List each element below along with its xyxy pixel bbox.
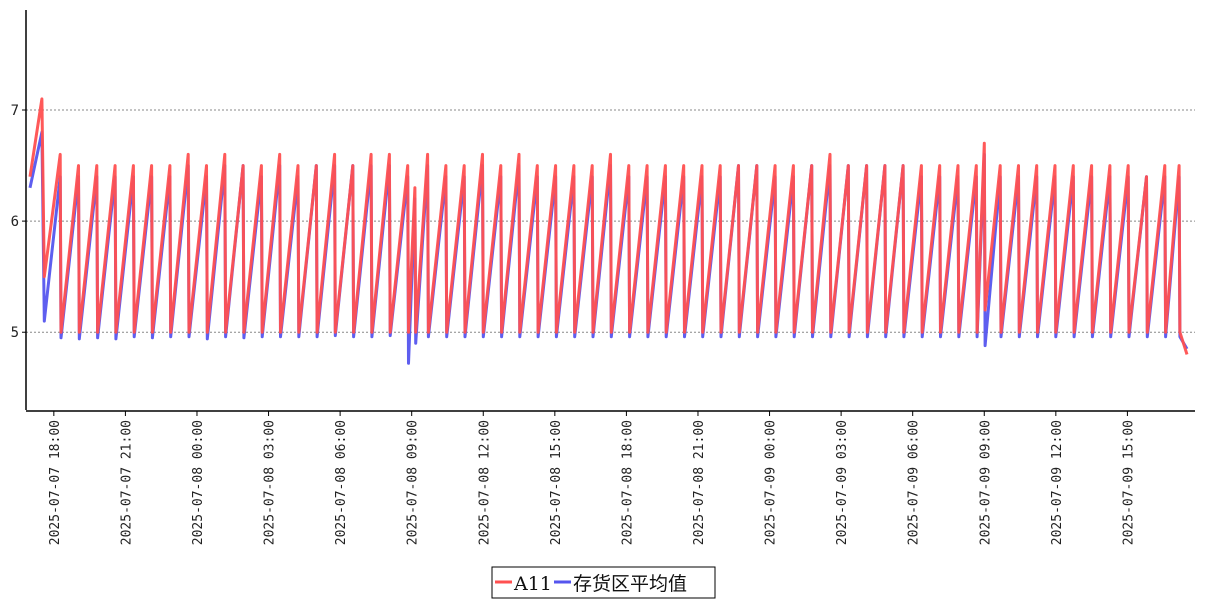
x-tick-label: 2025-07-08 15:00: [549, 420, 564, 545]
x-tick-labels: 2025-07-07 18:00 2025-07-07 21:00 2025-07-…: [48, 411, 1136, 545]
x-tick-label: 2025-07-09 03:00: [835, 420, 850, 545]
x-tick-label: 2025-07-08 18:00: [620, 420, 635, 545]
x-tick-label: 2025-07-08 09:00: [406, 420, 421, 545]
legend-box: [491, 566, 716, 599]
x-tick-label: 2025-07-08 03:00: [263, 420, 278, 545]
x-tick-label: 2025-07-07 21:00: [119, 420, 134, 545]
x-tick-label: 2025-07-08 00:00: [191, 420, 206, 545]
series-layer: [28, 97, 1189, 365]
legend-label-0: A11: [513, 573, 552, 595]
x-tick-label: 2025-07-08 12:00: [477, 420, 492, 545]
x-tick-label: 2025-07-09 09:00: [978, 420, 993, 545]
y-tick-label: 6: [11, 214, 19, 230]
x-tick-label: 2025-07-08 06:00: [334, 420, 349, 545]
y-tick-label: 7: [11, 103, 19, 119]
y-tick-labels: 5 6 7: [11, 103, 19, 341]
x-tick-label: 2025-07-09 12:00: [1050, 420, 1065, 545]
x-tick-label: 2025-07-07 18:00: [48, 420, 63, 545]
series-line-0: [28, 97, 1189, 355]
x-tick-label: 2025-07-09 06:00: [907, 420, 922, 545]
legend: A11 存货区平均值: [491, 566, 716, 599]
x-tick-label: 2025-07-09 15:00: [1121, 420, 1136, 545]
x-tick-label: 2025-07-09 00:00: [764, 420, 779, 545]
x-tick-label: 2025-07-08 21:00: [692, 420, 707, 545]
y-tick-label: 5: [11, 325, 19, 341]
legend-label-1: 存货区平均值: [573, 573, 687, 595]
axis-layer: [25, 10, 1195, 412]
